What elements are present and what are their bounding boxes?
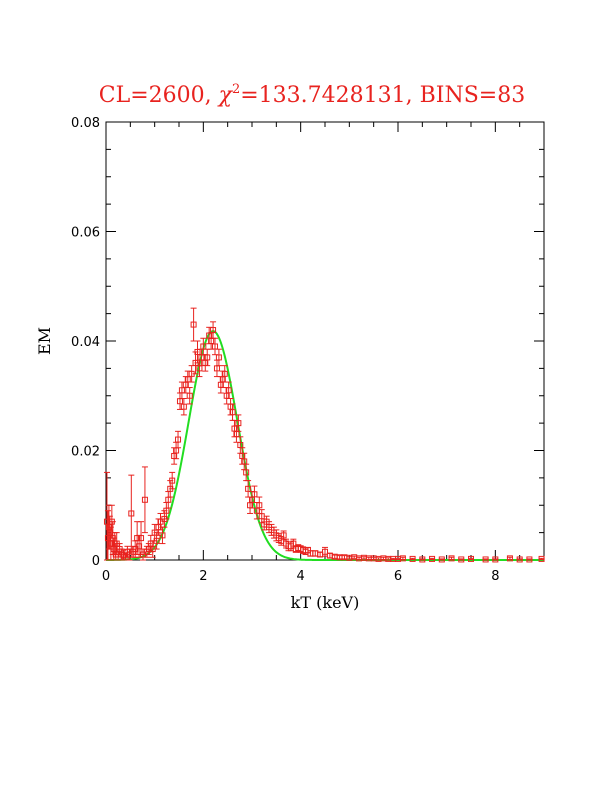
point-marker: [245, 485, 252, 492]
point-marker: [448, 555, 455, 562]
data-point: [409, 555, 416, 562]
y-tick-label: 0.08: [71, 116, 100, 131]
x-tick-label: 8: [491, 569, 499, 584]
data-point: [169, 471, 176, 490]
data-point: [516, 556, 523, 563]
point-marker: [184, 376, 191, 383]
point-marker: [516, 556, 523, 563]
point-marker: [458, 556, 465, 563]
data-point: [212, 337, 219, 356]
data-point: [175, 430, 182, 449]
data-point: [128, 474, 135, 553]
point-marker: [225, 387, 232, 394]
x-axis-label: kT (keV): [291, 593, 360, 612]
point-marker: [215, 354, 222, 361]
data-point: [448, 555, 455, 562]
point-marker: [409, 555, 416, 562]
point-marker: [210, 327, 217, 334]
point-marker: [243, 469, 250, 476]
data-point: [180, 397, 187, 416]
point-marker: [141, 496, 148, 503]
data-point: [245, 480, 252, 498]
x-tick-label: 4: [297, 569, 305, 584]
point-marker: [175, 436, 182, 443]
point-marker: [229, 409, 236, 416]
chart-title-chi: χ: [217, 83, 234, 108]
data-points: [103, 307, 545, 563]
point-marker: [399, 555, 406, 562]
point-marker: [194, 348, 201, 355]
point-marker: [438, 556, 445, 563]
y-tick-label: 0.06: [71, 226, 100, 241]
point-marker: [180, 403, 187, 410]
point-marker: [322, 548, 328, 555]
point-marker: [538, 555, 545, 562]
point-marker: [186, 392, 193, 399]
y-tick-label: 0: [92, 554, 100, 569]
y-axis: 0 0.02 0.04 0.06 0.08: [71, 116, 544, 569]
y-tick-label: 0.02: [71, 445, 100, 460]
chart-title: CL=2600, χ2=133.7428131, BINS=83: [99, 82, 525, 108]
point-marker: [492, 556, 499, 563]
plot-frame: [105, 121, 545, 561]
data-point: [482, 556, 489, 563]
data-point: [526, 556, 533, 563]
data-point: [419, 556, 426, 563]
point-marker: [280, 532, 287, 539]
point-marker: [159, 532, 166, 539]
point-marker: [212, 343, 219, 350]
data-point: [492, 556, 499, 563]
point-marker: [138, 535, 145, 542]
x-tick-label: 6: [394, 569, 402, 584]
x-axis: 0 2 4 6 8: [102, 122, 545, 584]
data-point: [429, 555, 436, 562]
point-marker: [482, 556, 489, 563]
chart-title-suffix: =133.7428131, BINS=83: [240, 83, 525, 108]
data-point: [458, 556, 465, 563]
data-point: [438, 556, 445, 563]
point-marker: [178, 387, 185, 394]
x-tick-label: 0: [102, 569, 110, 584]
point-marker: [153, 537, 160, 544]
plot-border: [105, 121, 545, 561]
data-point: [141, 466, 148, 534]
point-marker: [169, 477, 176, 484]
data-point: [468, 555, 474, 562]
point-marker: [526, 556, 533, 563]
chart-title-prefix: CL=2600,: [99, 83, 219, 108]
data-point: [235, 414, 242, 432]
data-point: [538, 555, 545, 562]
data-point: [506, 555, 513, 562]
point-marker: [506, 555, 513, 562]
data-point: [280, 530, 287, 541]
data-point: [215, 348, 222, 367]
point-marker: [136, 543, 143, 550]
point-marker: [190, 321, 197, 328]
chart-title-superscript: 2: [232, 82, 240, 97]
data-point: [399, 555, 406, 562]
point-marker: [200, 343, 207, 350]
point-marker: [251, 491, 258, 498]
point-marker: [419, 556, 426, 563]
data-point: [186, 387, 193, 405]
fit-layer: [105, 330, 544, 561]
y-tick-label: 0.04: [71, 335, 100, 350]
point-marker: [468, 555, 474, 562]
point-marker: [221, 370, 228, 377]
fit-curve: [105, 330, 544, 561]
point-marker: [429, 555, 436, 562]
data-point: [194, 340, 201, 364]
point-marker: [256, 502, 263, 509]
point-marker: [128, 510, 135, 517]
point-marker: [235, 420, 242, 427]
point-marker: [204, 354, 211, 361]
x-tick-label: 2: [199, 569, 207, 584]
data-point: [190, 307, 197, 342]
y-axis-label: EM: [35, 327, 54, 355]
